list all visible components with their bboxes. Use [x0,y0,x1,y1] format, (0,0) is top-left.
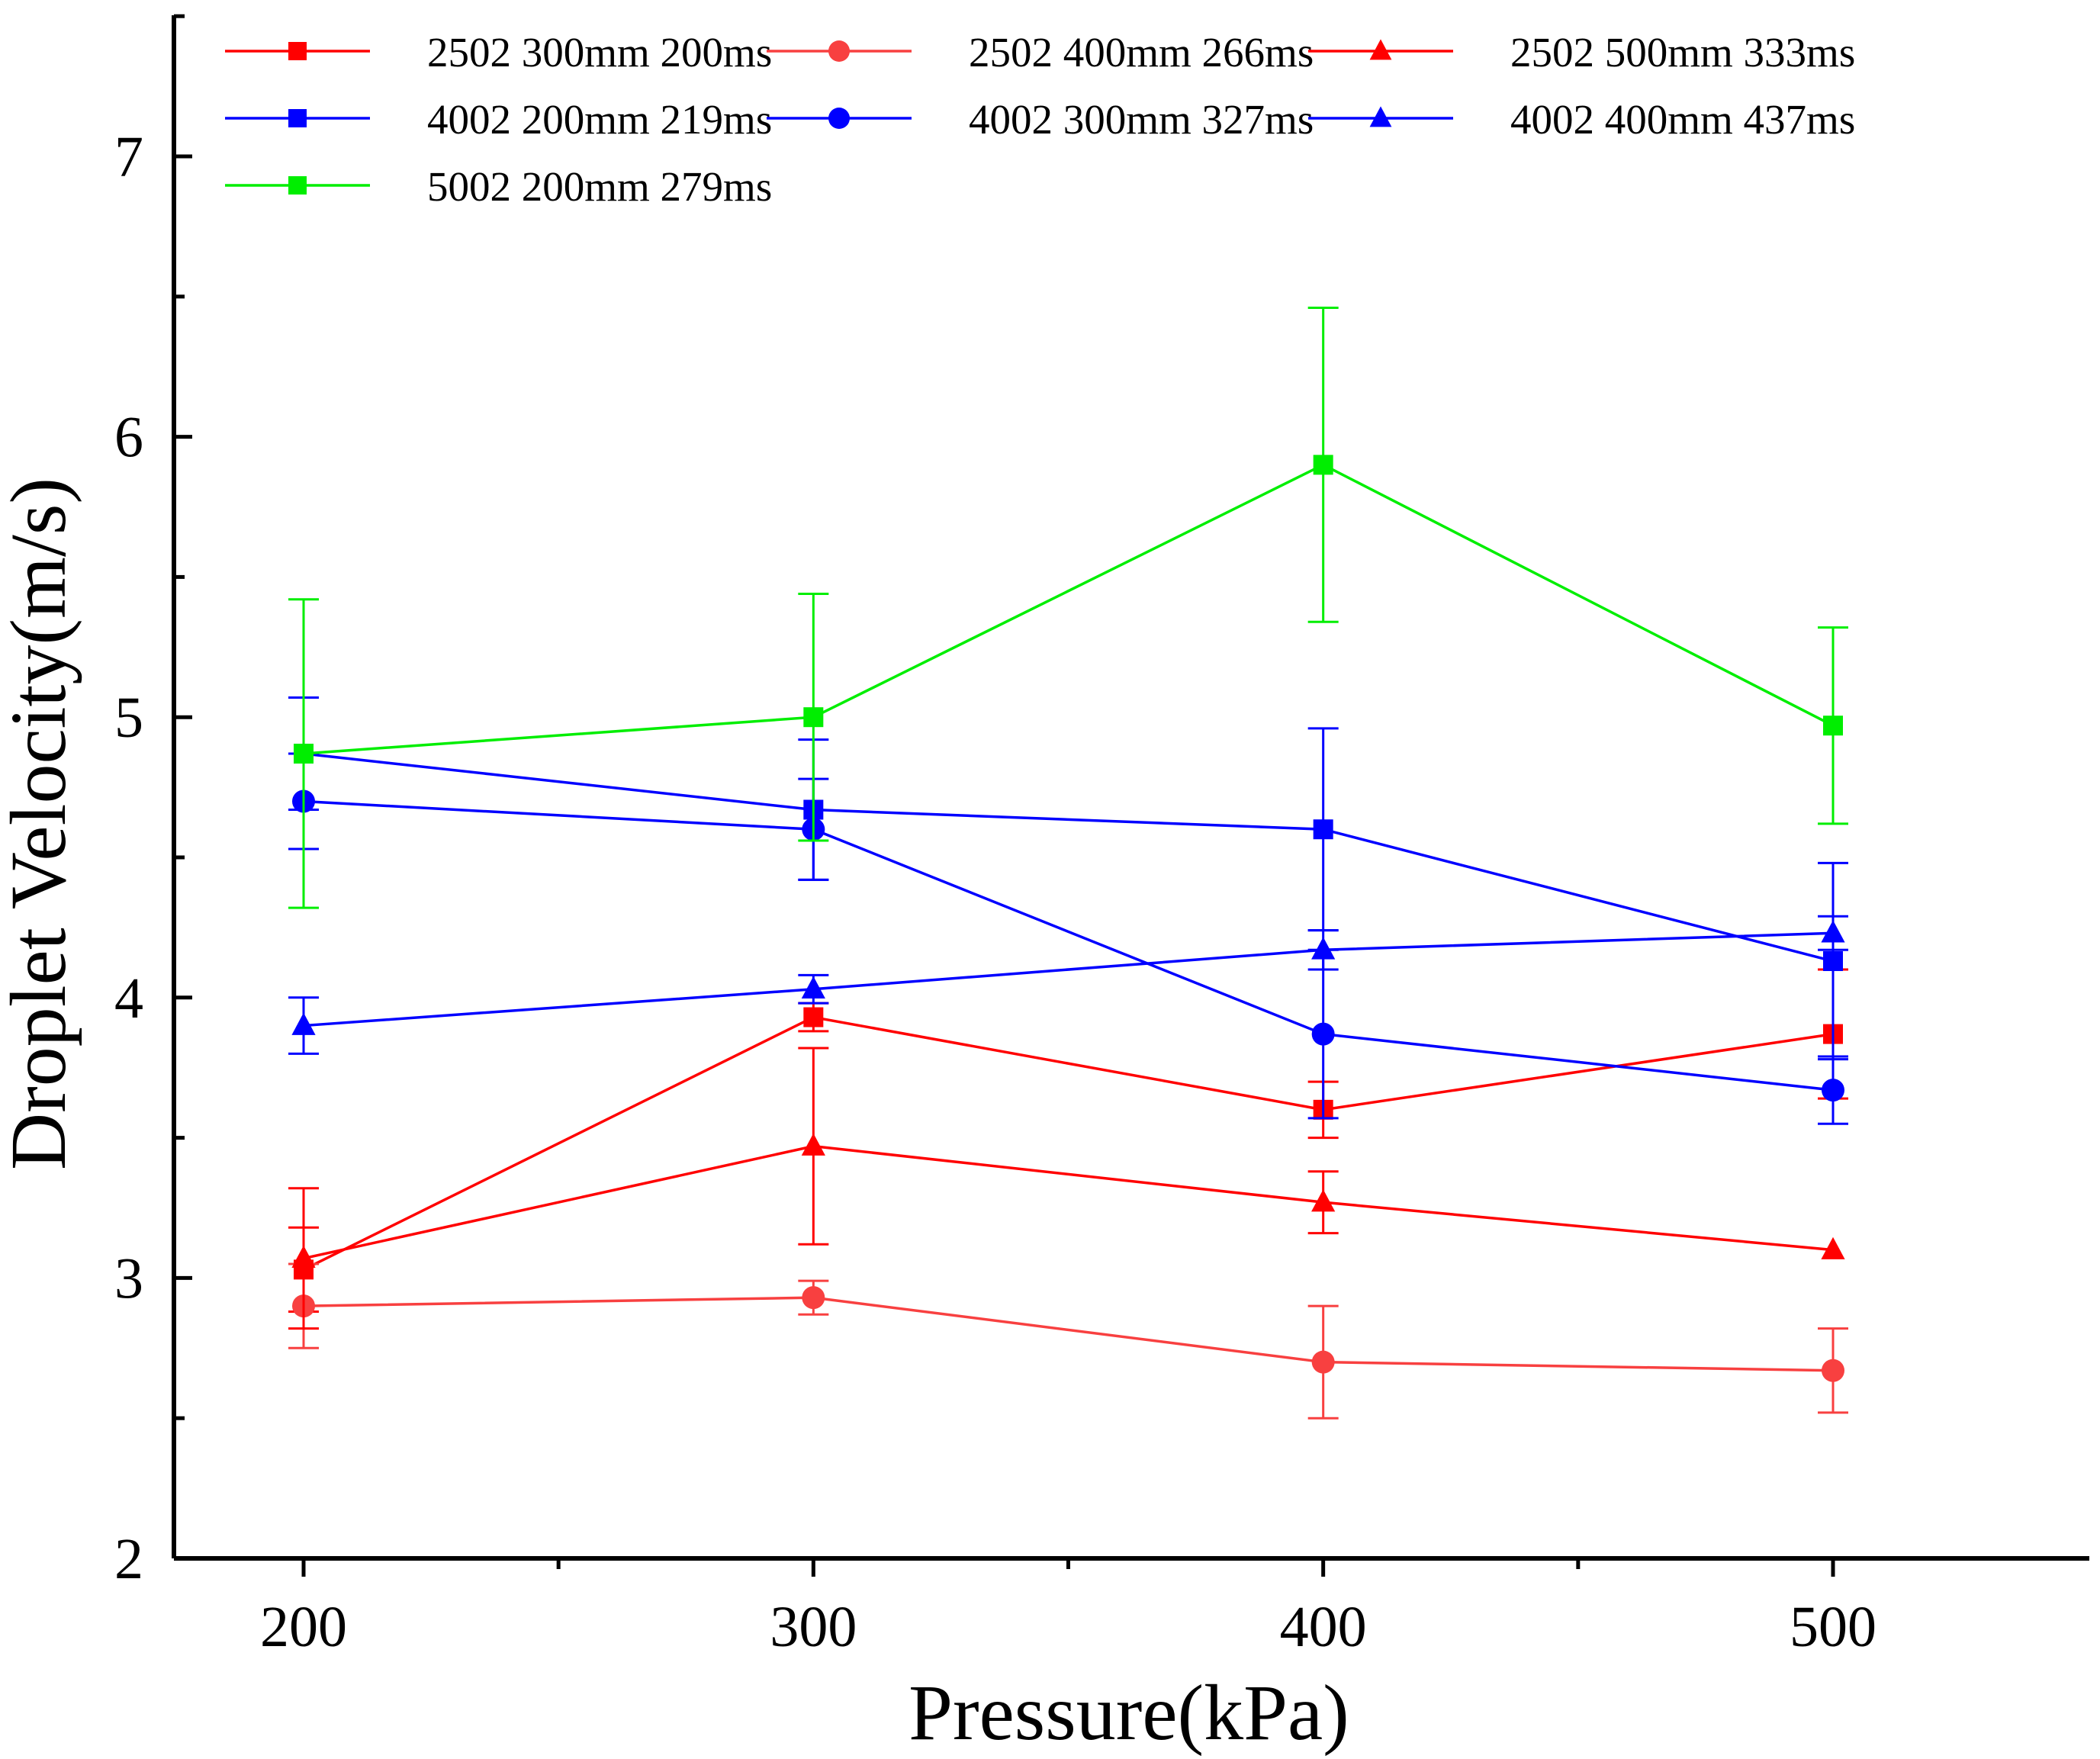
axes [172,15,2089,1561]
legend: 2502 300mm 200ms 2502 400mm 266ms 2502 500… [225,29,1855,210]
series-6 [288,915,1848,1055]
series-7 [288,307,1848,909]
data-point [291,1012,316,1035]
x-tick-label: 400 [1280,1595,1367,1659]
y-axis-title: Droplet Velocity(m/s) [0,478,82,1170]
legend-marker [828,40,850,62]
legend-item: 2502 300mm 200ms [225,29,772,76]
x-tick-label: 300 [770,1595,857,1659]
data-point [1823,715,1843,736]
series-line [303,931,1834,1027]
y-tick-label: 6 [114,406,143,470]
ticks: 200 300 400 500 2 3 4 5 6 7 [114,14,1876,1659]
series-line [303,1296,1834,1372]
series-line [303,1144,1834,1260]
legend-label: 2502 500mm 333ms [1510,29,1855,76]
data-point [294,743,314,764]
data-point [1313,455,1333,475]
legend-label: 5002 200mm 279ms [427,163,772,210]
legend-label: 2502 300mm 200ms [427,29,772,76]
x-axis-title: Pressure(kPa) [908,1669,1349,1757]
legend-label: 4002 400mm 437ms [1510,96,1855,143]
data-point [1311,1022,1335,1046]
legend-marker [1369,39,1392,60]
data-point [291,1245,316,1268]
series-line [303,1015,1834,1271]
data-point [1821,920,1845,943]
legend-label: 4002 300mm 327ms [969,96,1314,143]
data-point [1311,1189,1336,1212]
y-tick-label: 5 [114,686,143,750]
data-point [801,1133,825,1156]
legend-label: 4002 200mm 219ms [427,96,772,143]
legend-item: 4002 200mm 219ms [225,96,772,143]
series-line [303,752,1834,963]
x-tick-label: 500 [1790,1595,1876,1659]
y-tick-label: 7 [114,125,143,189]
legend-item: 4002 400mm 437ms [1308,96,1855,143]
data-point [1313,819,1333,840]
data-point [803,707,824,728]
y-tick-label: 2 [114,1527,143,1591]
legend-item: 2502 400mm 266ms [767,29,1314,76]
y-tick-label: 4 [114,966,143,1031]
data-point [802,1286,825,1310]
legend-item: 5002 200mm 279ms [225,163,772,210]
legend-marker [288,176,307,195]
legend-marker [288,109,307,127]
legend-item: 4002 300mm 327ms [767,96,1314,143]
series-5 [288,752,1848,1125]
legend-label: 2502 400mm 266ms [969,29,1314,76]
series-3 [288,1047,1845,1330]
legend-item: 2502 500mm 333ms [1308,29,1855,76]
y-tick-label: 3 [114,1246,143,1310]
series-line [303,799,1834,1092]
data-point [1311,1350,1335,1374]
data-point [801,976,825,999]
data-point [1823,951,1843,972]
data-point [803,1007,824,1027]
x-tick-label: 200 [260,1595,347,1659]
data-point [1311,937,1336,960]
legend-marker [1369,106,1392,127]
series-line [303,463,1834,755]
data-point [1822,1359,1844,1382]
legend-marker [288,42,307,60]
legend-marker [828,108,850,129]
data-point [1821,1236,1845,1259]
series-layer [288,307,1848,1420]
data-point [1822,1079,1844,1102]
